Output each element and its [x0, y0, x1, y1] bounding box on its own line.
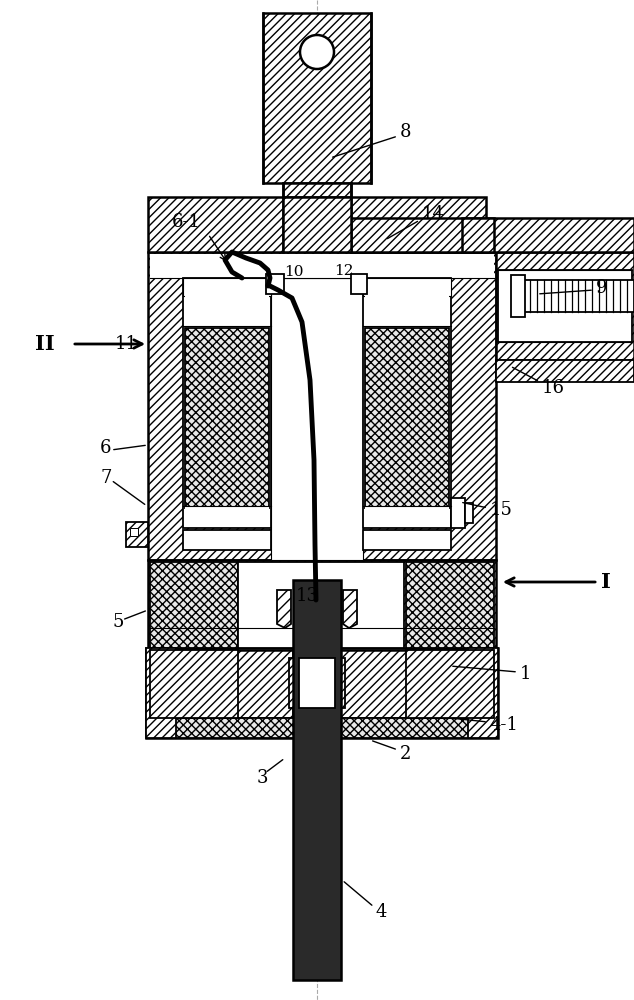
- Text: 13: 13: [296, 587, 319, 605]
- Bar: [363, 278, 451, 528]
- Text: 9: 9: [596, 279, 607, 297]
- Bar: [511, 275, 525, 317]
- Bar: [185, 328, 269, 508]
- Circle shape: [300, 35, 334, 69]
- Bar: [351, 197, 486, 252]
- Text: 11: 11: [115, 335, 138, 353]
- Bar: [150, 254, 494, 278]
- Polygon shape: [277, 590, 291, 628]
- Bar: [126, 522, 148, 547]
- Polygon shape: [343, 590, 357, 628]
- Bar: [146, 648, 498, 738]
- Bar: [462, 218, 494, 252]
- Bar: [263, 13, 371, 183]
- Bar: [150, 562, 238, 648]
- Text: 3: 3: [257, 769, 269, 787]
- Bar: [183, 278, 271, 528]
- Bar: [183, 278, 271, 296]
- Text: 15: 15: [490, 501, 513, 519]
- Bar: [148, 252, 496, 560]
- Bar: [496, 252, 634, 360]
- Bar: [351, 274, 367, 294]
- Bar: [363, 278, 451, 296]
- Bar: [238, 562, 404, 648]
- Bar: [465, 503, 473, 523]
- Bar: [351, 218, 634, 252]
- Bar: [365, 280, 449, 328]
- Bar: [148, 560, 496, 650]
- Bar: [468, 648, 498, 738]
- Bar: [150, 650, 238, 718]
- Text: I: I: [601, 572, 611, 592]
- Text: 6-1: 6-1: [172, 213, 201, 231]
- Text: 1: 1: [520, 665, 531, 683]
- Bar: [293, 650, 341, 718]
- Text: 14: 14: [422, 205, 445, 223]
- Bar: [299, 658, 335, 708]
- Bar: [185, 506, 269, 526]
- Bar: [498, 270, 632, 342]
- Bar: [266, 274, 284, 294]
- Bar: [150, 650, 494, 718]
- Text: 16: 16: [542, 379, 565, 397]
- Text: 8: 8: [400, 123, 411, 141]
- Bar: [516, 280, 634, 312]
- Text: 12: 12: [334, 264, 354, 278]
- Bar: [496, 360, 634, 382]
- Bar: [148, 718, 496, 738]
- Bar: [130, 528, 138, 536]
- Bar: [293, 580, 341, 980]
- Bar: [365, 328, 449, 508]
- Text: 2: 2: [400, 745, 411, 763]
- Text: 7: 7: [100, 469, 112, 487]
- Bar: [363, 530, 451, 550]
- Bar: [283, 197, 351, 252]
- Text: II: II: [35, 334, 55, 354]
- Bar: [146, 648, 176, 738]
- Bar: [185, 280, 269, 328]
- Bar: [406, 562, 494, 648]
- Bar: [451, 498, 465, 528]
- Text: 4-1: 4-1: [490, 716, 519, 734]
- Bar: [406, 650, 494, 718]
- Bar: [289, 658, 345, 708]
- Text: 5: 5: [112, 613, 124, 631]
- Bar: [271, 278, 363, 560]
- Text: 6: 6: [100, 439, 112, 457]
- Bar: [148, 197, 283, 252]
- Bar: [365, 506, 449, 526]
- Text: 10: 10: [284, 265, 304, 279]
- Text: 4: 4: [376, 903, 387, 921]
- Bar: [283, 183, 351, 197]
- Bar: [183, 530, 271, 550]
